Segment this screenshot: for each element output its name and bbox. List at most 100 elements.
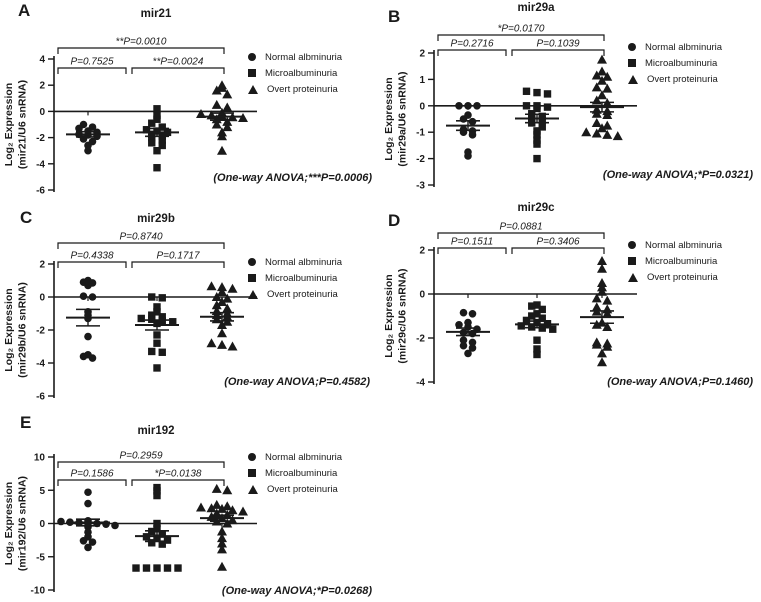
data-point-circle <box>88 354 97 362</box>
panel-label: C <box>20 208 33 227</box>
comparison-bracket <box>57 461 225 468</box>
comparison-bracket <box>57 261 127 268</box>
data-point-square <box>158 141 166 150</box>
data-point-triangle <box>222 293 233 303</box>
legend-item: Microalbuminuria <box>628 55 722 71</box>
panel-b: B mir29a 2 1 0 -1 -2 -3 Log₂ Expression (mir29a… <box>380 0 761 200</box>
data-point-triangle <box>602 308 613 318</box>
panel-b-plot: 2 1 0 -1 -2 -3 Log₂ Expression (mir29a/U6 snRNA… <box>383 24 637 192</box>
comparison-bracket <box>57 47 225 54</box>
data-point-square <box>153 115 161 123</box>
data-point-square <box>148 315 156 323</box>
y-axis-label-line2: (mir29c/U6 snRNA) <box>397 268 409 363</box>
circle-marker-icon <box>628 43 636 51</box>
data-point-square <box>538 305 546 314</box>
data-point-square <box>528 312 536 320</box>
data-point-triangle <box>602 120 613 130</box>
data-point-triangle <box>602 341 613 351</box>
data-point-square <box>158 313 166 321</box>
p-value-label: P=0.2959 <box>119 451 163 462</box>
data-point-circle <box>468 310 477 318</box>
panel-label: A <box>18 1 31 20</box>
data-point-triangle <box>591 319 602 329</box>
y-axis-label-line1: Log₂ Expression <box>383 77 395 160</box>
y-axis-label-line2: (mir29b/U6 snRNA) <box>17 282 29 378</box>
p-value-label: P=0.1586 <box>70 469 114 480</box>
legend-item: Microalbuminuria <box>248 65 342 81</box>
y-tick-label: 10 <box>34 453 46 464</box>
y-tick-label: -3 <box>416 181 425 192</box>
data-point-triangle <box>227 505 238 515</box>
data-point-triangle <box>602 295 613 305</box>
data-point-triangle <box>222 303 233 313</box>
data-point-square <box>158 540 166 548</box>
y-tick-label: 2 <box>419 246 425 257</box>
data-point-triangle <box>597 123 607 133</box>
data-point-triangle <box>211 119 222 129</box>
data-point-triangle <box>222 518 233 528</box>
legend-item: Microalbuminuria <box>248 465 342 481</box>
data-point-square <box>148 539 156 547</box>
y-tick-label: 5 <box>39 486 45 497</box>
data-point-square <box>153 147 161 155</box>
y-axis-label-line1: Log₂ Expression <box>3 482 15 565</box>
data-point-triangle <box>217 131 227 141</box>
data-point-triangle <box>211 499 222 509</box>
data-point-circle <box>468 344 477 352</box>
data-point-square <box>153 308 161 316</box>
y-tick-label: -6 <box>36 186 45 197</box>
y-tick-label: 0 <box>419 101 425 112</box>
data-point-triangle <box>217 538 227 548</box>
p-value-label: P=0.4338 <box>70 251 114 262</box>
data-point-triangle <box>222 116 233 126</box>
data-point-circle <box>84 523 92 531</box>
data-point-square <box>148 311 156 319</box>
data-point-square <box>158 136 166 144</box>
data-point-triangle <box>227 283 238 293</box>
data-point-triangle <box>217 526 227 536</box>
legend-item: Normal albminuria <box>628 39 722 55</box>
data-point-triangle <box>238 506 248 516</box>
legend-label: Microalbuminuria <box>265 67 338 79</box>
data-point-triangle <box>211 114 222 124</box>
data-point-triangle <box>602 110 613 120</box>
comparison-bracket <box>437 49 507 56</box>
data-point-circle <box>459 341 468 350</box>
p-value-label: P=0.3406 <box>536 237 580 248</box>
y-tick-label: -1 <box>416 128 425 139</box>
data-point-square <box>153 111 161 120</box>
data-point-triangle <box>597 278 607 287</box>
data-point-triangle <box>222 501 233 511</box>
triangle-marker-icon <box>248 84 258 94</box>
y-axis-label-line2: (mir29a/U6 snRNA) <box>397 71 409 166</box>
data-point-triangle <box>222 102 233 112</box>
data-point-circle <box>111 521 119 530</box>
data-point-triangle <box>217 533 227 543</box>
data-point-triangle <box>597 90 607 100</box>
data-point-triangle <box>217 503 227 513</box>
legend: Normal albminuria Microalbuminuria Overt… <box>248 449 342 497</box>
legend-item: Normal albminuria <box>248 254 342 270</box>
anova-note: (One-way ANOVA;*P=0.0321) <box>602 169 753 181</box>
legend-label: Overt proteinuria <box>267 483 338 495</box>
chart-title: mir29c <box>517 202 555 214</box>
data-point-triangle <box>591 128 602 138</box>
data-point-triangle <box>206 338 217 348</box>
data-point-triangle <box>227 341 238 351</box>
data-point-circle <box>88 538 97 546</box>
comparison-bracket <box>131 67 225 74</box>
data-point-square <box>543 90 552 98</box>
panel-d: D mir29c 2 0 -2 -4 Log₂ Expression (mir29c/U6… <box>380 200 761 400</box>
data-point-triangle <box>602 71 613 81</box>
data-point-square <box>163 564 172 572</box>
data-point-triangle <box>597 357 607 367</box>
y-axis-label-line2: (mir21/U6 snRNA) <box>17 80 29 169</box>
data-point-circle <box>464 102 472 110</box>
data-point-circle <box>464 349 472 358</box>
data-point-square <box>153 519 161 528</box>
comparison-bracket <box>437 232 605 239</box>
data-point-square <box>533 136 541 144</box>
y-tick-label: 1 <box>419 75 425 86</box>
y-tick-label: -4 <box>36 359 45 370</box>
data-point-circle <box>468 338 477 347</box>
